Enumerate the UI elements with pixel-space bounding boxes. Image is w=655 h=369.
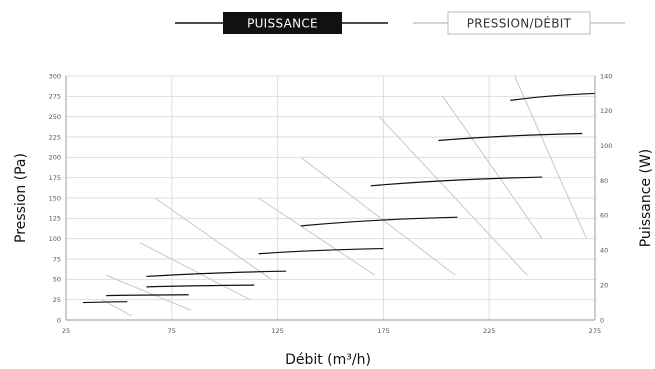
y-tick-label: 0	[57, 316, 61, 324]
power-curve-7	[370, 176, 543, 187]
pressure-curve-7	[378, 116, 528, 276]
y-tick-label: 50	[53, 276, 61, 284]
power-curve-3	[146, 284, 255, 288]
power-curve-6	[300, 216, 458, 227]
y2-tick-label: 80	[600, 177, 608, 185]
ticks: 25 75 125 175 225 275025507510012515017520022…	[49, 72, 613, 335]
x-tick-label: 25	[62, 327, 70, 335]
power-curve-9	[510, 92, 596, 101]
y-tick-label: 150	[49, 194, 61, 202]
pressure-curve-8	[442, 96, 543, 239]
y-tick-label: 225	[49, 133, 61, 141]
power-curve-1	[82, 301, 128, 304]
pressure-curves	[101, 75, 587, 317]
power-curve-4	[146, 270, 287, 278]
y-axis-title: Pression (Pa)	[13, 153, 29, 243]
power-curves	[82, 92, 596, 304]
y-tick-label: 100	[49, 235, 61, 243]
axes	[65, 76, 596, 321]
y-tick-label: 250	[49, 113, 61, 121]
pressure-curve-9	[514, 75, 587, 239]
pressure-curve-3	[139, 242, 251, 301]
x-tick-label: 175	[377, 327, 389, 335]
y-tick-label: 300	[49, 72, 61, 80]
y-tick-label: 175	[49, 174, 61, 182]
legend: PUISSANCE PRESSION/DÉBIT	[175, 11, 625, 35]
y-tick-label: 275	[49, 93, 61, 101]
power-curve-5	[258, 247, 384, 255]
y2-tick-label: 60	[600, 212, 608, 220]
legend-pressure-label: PRESSION/DÉBIT	[467, 16, 572, 31]
y-tick-label: 125	[49, 215, 61, 223]
x-tick-label: 225	[483, 327, 495, 335]
y2-axis-title: Puissance (W)	[638, 149, 654, 248]
pressure-curve-4	[154, 197, 272, 280]
legend-power-box	[223, 12, 342, 34]
y2-tick-label: 20	[600, 281, 608, 289]
y2-tick-label: 100	[600, 142, 612, 150]
y-tick-label: 25	[53, 296, 61, 304]
legend-power-label: PUISSANCE	[247, 17, 318, 31]
y2-tick-label: 120	[600, 107, 612, 115]
y2-tick-label: 140	[600, 72, 612, 80]
power-curve-8	[438, 132, 583, 142]
y2-tick-label: 0	[600, 316, 604, 324]
y-tick-label: 75	[53, 255, 61, 263]
x-tick-label: 125	[271, 327, 283, 335]
x-axis-title: Débit (m³/h)	[285, 352, 371, 368]
pressure-curve-5	[258, 197, 376, 276]
pressure-curve-6	[300, 156, 456, 276]
x-tick-label: 75	[168, 327, 176, 335]
grid	[66, 75, 595, 320]
x-tick-label: 275	[589, 327, 601, 335]
pressure-curve-2	[106, 274, 192, 311]
power-curve-2	[106, 294, 189, 297]
y-tick-label: 200	[49, 154, 61, 162]
y2-tick-label: 40	[600, 247, 608, 255]
